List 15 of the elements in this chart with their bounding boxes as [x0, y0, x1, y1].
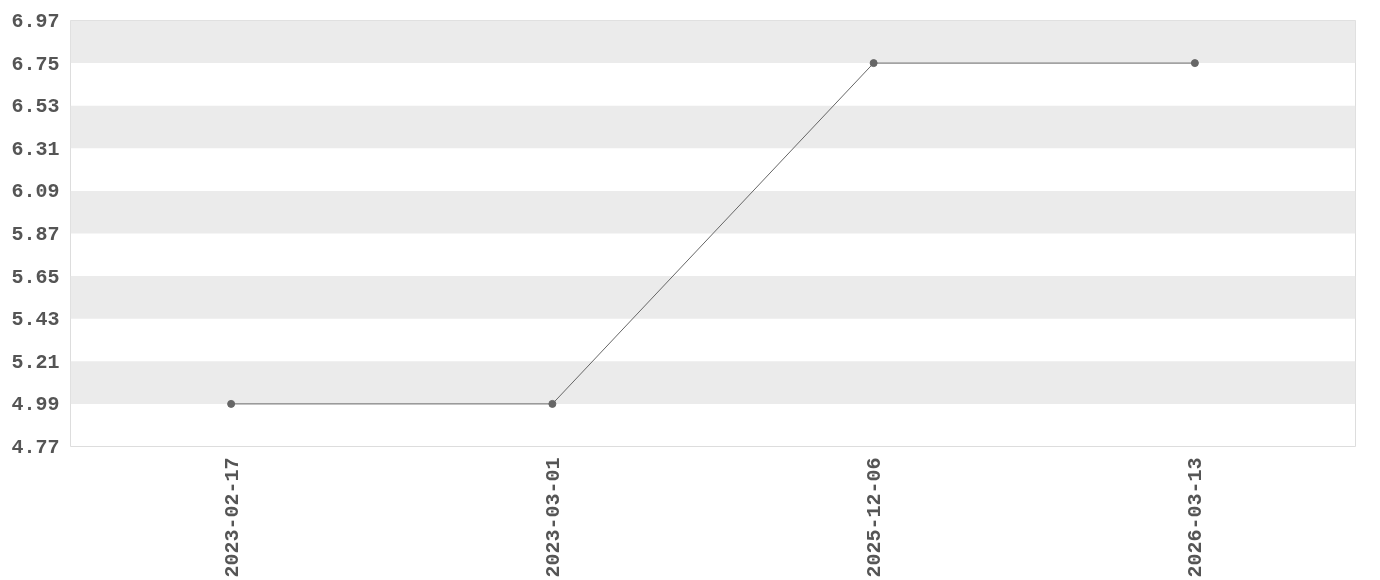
y-tick-label: 6.97 [11, 10, 60, 33]
y-tick-label: 4.99 [11, 393, 60, 417]
y-tick-label: 5.43 [11, 308, 60, 332]
x-tick-label: 2026-03-13 [1184, 457, 1208, 578]
y-tick-label: 6.09 [11, 180, 60, 204]
y-tick-label: 6.75 [11, 52, 60, 76]
x-tick-label: 2023-02-17 [220, 457, 244, 578]
x-tick-label: 2025-12-06 [863, 457, 887, 578]
y-tick-label: 5.65 [11, 265, 60, 289]
y-tick-label: 6.53 [11, 95, 60, 119]
y-tick-label: 5.87 [11, 223, 60, 246]
x-tick-label: 2023-03-01 [541, 457, 565, 578]
y-tick-label: 5.21 [11, 350, 60, 374]
y-tick-label: 6.31 [11, 137, 60, 161]
y-tick-label: 4.77 [11, 436, 60, 459]
